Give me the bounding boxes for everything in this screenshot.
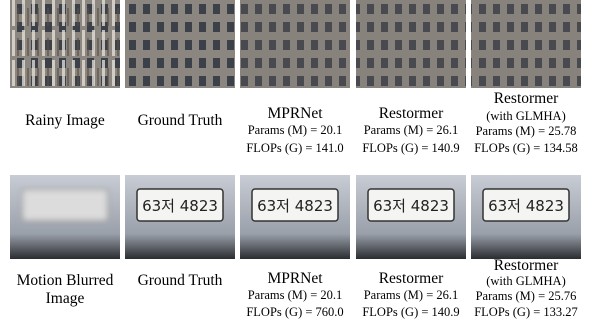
title: Restormer: [379, 270, 444, 287]
title: Rainy Image: [25, 112, 105, 129]
plate-text: 63저 4823: [488, 197, 564, 215]
haze: [240, 0, 350, 88]
metric: FLOPs (G) = 140.9: [362, 141, 459, 155]
metric: Params (M) = 20.1: [248, 123, 343, 137]
title: Image: [46, 290, 85, 307]
metric: Params (M) = 25.78: [476, 124, 577, 138]
title: Restormer: [379, 105, 444, 122]
image: [125, 0, 235, 88]
title: MPRNet: [267, 270, 323, 287]
metric: Params (M) = 25.76: [476, 289, 577, 303]
image: 63저 4823: [356, 175, 466, 259]
image: 63저 4823: [240, 175, 350, 259]
image: [10, 175, 120, 259]
metric: FLOPs (G) = 760.0: [246, 305, 343, 319]
haze: [471, 0, 581, 88]
metric: FLOPs (G) = 134.58: [474, 141, 578, 155]
metric: FLOPs (G) = 133.27: [474, 305, 578, 319]
title: Restormer: [494, 90, 559, 107]
page: Rainy ImageGround TruthMPRNetParams (M) …: [0, 0, 592, 325]
metric: FLOPs (G) = 141.0: [246, 141, 343, 155]
title: Ground Truth: [138, 272, 223, 289]
metric: Params (M) = 26.1: [364, 288, 459, 302]
image: [10, 0, 120, 88]
plate: [22, 189, 108, 221]
image-bg: [125, 0, 235, 88]
title: Restormer: [494, 257, 559, 274]
figure: Rainy ImageGround TruthMPRNetParams (M) …: [0, 0, 592, 325]
title: Motion Blurred: [17, 272, 114, 289]
image: [356, 0, 466, 88]
plate-text: 63저 4823: [257, 197, 333, 215]
image: 63저 4823: [125, 175, 235, 259]
metric: FLOPs (G) = 140.9: [362, 305, 459, 319]
image: [240, 0, 350, 88]
metric: Params (M) = 26.1: [364, 123, 459, 137]
note: (with GLMHA): [486, 274, 566, 288]
plate-text: 63저 4823: [142, 197, 218, 215]
title: Ground Truth: [138, 112, 223, 129]
image: [471, 0, 581, 88]
title: MPRNet: [267, 105, 323, 122]
rain-streaks: [10, 0, 120, 88]
haze: [356, 0, 466, 88]
note: (with GLMHA): [486, 109, 566, 123]
plate-text: 63저 4823: [373, 197, 449, 215]
image: 63저 4823: [471, 175, 581, 259]
metric: Params (M) = 20.1: [248, 288, 343, 302]
